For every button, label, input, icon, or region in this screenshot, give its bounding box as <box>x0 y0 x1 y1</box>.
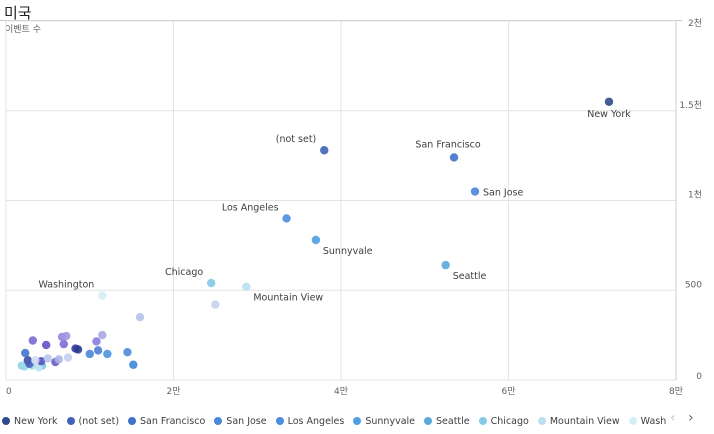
data-point <box>135 312 145 322</box>
legend-dot-icon <box>424 417 433 425</box>
legend-item[interactable]: Chicago <box>478 415 529 427</box>
legend-item[interactable]: Los Angeles <box>275 415 345 427</box>
legend-label: Sunnyvale <box>365 415 416 427</box>
data-label: Sunnyvale <box>323 246 373 257</box>
x-tick-label: 4만 <box>334 386 348 397</box>
legend-label: San Jose <box>226 415 267 427</box>
legend-label: San Francisco <box>140 415 206 427</box>
data-label: Mountain View <box>253 293 323 304</box>
legend-label: Chicago <box>490 415 529 427</box>
y-tick-label: 1.5천 <box>679 100 702 111</box>
legend-dot-icon <box>66 417 75 425</box>
data-point <box>282 214 291 223</box>
data-label: (not set) <box>276 134 317 145</box>
data-point <box>320 146 329 155</box>
legend-item[interactable]: San Francisco <box>128 416 205 427</box>
data-label: Los Angeles <box>222 202 279 213</box>
y-tick-label: 0 <box>696 372 702 382</box>
data-point <box>43 354 53 363</box>
legend-item[interactable]: (not set) <box>66 415 120 427</box>
data-point <box>449 153 459 162</box>
legend-label: (not set) <box>78 415 120 427</box>
legend-dot-icon <box>537 417 546 425</box>
x-tick-label: 2만 <box>166 386 180 397</box>
data-point <box>59 339 68 349</box>
data-label: San Francisco <box>415 139 480 150</box>
data-point <box>92 337 101 346</box>
data-point <box>85 349 94 359</box>
data-label: New York <box>587 109 631 120</box>
legend-dot-icon <box>214 417 223 425</box>
data-point <box>604 97 614 106</box>
legend-dot-icon <box>2 417 10 425</box>
legend-next-icon[interactable]: › <box>688 410 694 426</box>
data-point <box>98 291 107 300</box>
data-point <box>123 347 132 357</box>
x-tick-label: 0 <box>6 387 12 397</box>
data-point <box>34 363 43 372</box>
data-point <box>21 348 30 358</box>
legend-item[interactable]: Sunnyvale <box>353 416 415 427</box>
legend-item[interactable]: Mountain View <box>537 415 620 427</box>
data-point <box>54 355 63 364</box>
legend: New York (not set) San Francisco San Jose Lo… <box>2 414 666 428</box>
data-point <box>470 187 480 196</box>
legend-label: Mountain View <box>549 415 620 427</box>
data-point <box>98 330 107 340</box>
data-point <box>42 340 51 350</box>
y-tick-label: 1천 <box>688 190 702 201</box>
data-point <box>103 349 112 359</box>
data-point <box>311 235 321 245</box>
data-point <box>129 360 138 369</box>
scatter-plot: 0 2만 4만 6만 8만 0 500 1천 1.5천 2천 New York (not set) Sa… <box>5 18 702 397</box>
data-point <box>28 336 37 345</box>
data-point <box>93 346 103 355</box>
legend-prev-icon[interactable]: ‹ <box>670 410 676 426</box>
data-label: Washington <box>38 280 94 291</box>
legend-item[interactable]: New York <box>2 416 58 427</box>
legend-dot-icon <box>128 417 137 425</box>
legend-label: Los Angeles <box>287 415 345 427</box>
legend-label: Washington <box>640 415 666 427</box>
legend-label: Seattle <box>436 415 470 427</box>
chart-title: 미국 <box>4 4 32 22</box>
data-label: Seattle <box>453 271 487 282</box>
data-point <box>63 353 73 362</box>
legend-dot-icon <box>628 417 637 425</box>
legend-item[interactable]: Washington <box>628 415 666 427</box>
data-label: San Jose <box>483 188 523 199</box>
legend-item[interactable]: Seattle <box>424 416 470 427</box>
y-axis-label: 이벤트 수 <box>5 25 41 35</box>
x-tick-label: 6만 <box>501 386 515 397</box>
legend-dot-icon <box>478 417 487 425</box>
y-tick-label: 2천 <box>688 18 702 29</box>
data-point <box>211 300 220 309</box>
data-point <box>62 331 71 341</box>
data-point <box>73 345 83 354</box>
legend-label: New York <box>14 415 58 427</box>
y-tick-label: 500 <box>685 280 702 290</box>
data-label: Chicago <box>165 267 203 278</box>
legend-dot-icon <box>275 417 284 425</box>
data-point <box>441 260 450 270</box>
data-point <box>242 282 251 291</box>
x-tick-label: 8만 <box>669 386 683 397</box>
data-point <box>206 278 216 288</box>
legend-dot-icon <box>353 417 362 425</box>
legend-item[interactable]: San Jose <box>214 415 267 427</box>
data-point <box>31 356 40 365</box>
